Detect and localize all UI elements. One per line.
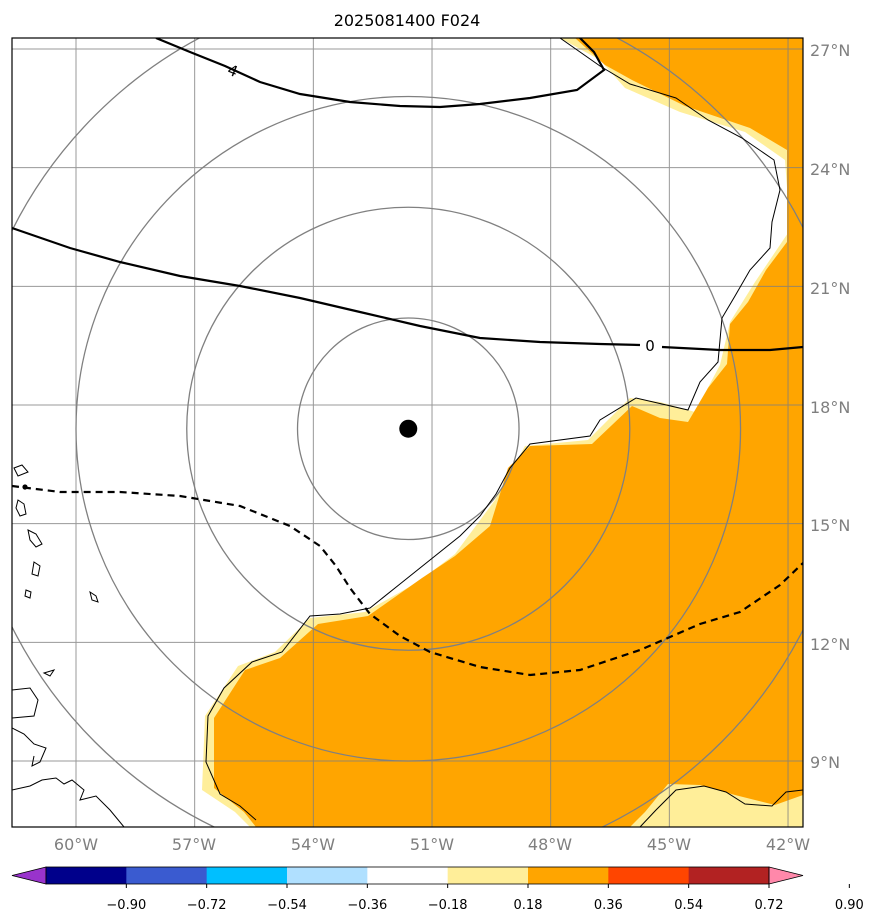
colorbar-frame [45,866,770,885]
storm-center-marker [399,419,418,438]
colorbar-extend-low [11,866,47,885]
colorbar-tick-label: −0.72 [187,898,227,913]
colorbar-segment [46,867,127,884]
colorbar-tick-label: 0.90 [835,898,864,913]
island-6 [89,590,99,603]
colorbar-tick-label: 0.54 [674,898,703,913]
contours [12,38,803,677]
island-8 [12,687,39,719]
contour-0-cont [661,345,803,352]
contour-label-0: 0 [645,337,655,355]
figure-title: 2025081400 F024 [334,11,481,30]
lat-tick-label: 24°N [810,160,850,179]
colorbar-segment [447,867,529,884]
island-2 [15,499,27,517]
colorbar: −0.90 −0.72 −0.54 −0.36 −0.18 0.18 0.36 0.54 0.7… [11,866,864,913]
lon-tick-label: 54°W [291,835,335,854]
lon-tick-label: 42°W [766,835,810,854]
lon-tick-label: 45°W [647,835,691,854]
colorbar-tick-label: −0.18 [428,898,468,913]
lat-tick-label: 21°N [810,279,850,298]
colorbar-segment [367,867,449,884]
colorbar-tick-label: −0.54 [267,898,307,913]
colorbar-segment [126,867,208,884]
island-9 [12,727,47,767]
anomaly-fill-main [214,38,803,827]
coastlines [12,38,803,827]
lat-tick-label: 9°N [810,753,840,772]
colorbar-segment [287,867,368,884]
lat-tick-label: 12°N [810,635,850,654]
lon-tick-label: 51°W [410,835,454,854]
colorbar-tick-label: −0.90 [106,898,146,913]
lat-tick-label: 15°N [810,516,850,535]
range-rings [12,38,803,827]
contour-0 [12,226,641,347]
contour-dashed-north [12,484,803,677]
colorbar-segment [608,867,690,884]
coastline-southwest [12,777,125,827]
contour-endpoint [22,484,28,490]
lat-tick-label: 27°N [810,41,850,60]
lon-tick-label: 48°W [528,835,572,854]
lon-tick-label: 60°W [54,835,98,854]
island-1 [13,464,29,477]
colorbar-tick-label: 0.36 [594,898,623,913]
lon-tick-labels: 60°W 57°W 54°W 51°W 48°W 45°W 42°W [54,835,810,854]
range-ring [75,95,742,762]
coastline-southeast [639,785,803,827]
gridlines [12,38,803,827]
lon-tick-label: 57°W [172,835,216,854]
colorbar-tick-label: 0.72 [755,898,784,913]
colorbar-segment [528,867,609,884]
range-ring [186,206,631,651]
colorbar-extend-high [768,866,804,885]
island-4 [31,561,41,577]
island-7 [42,669,56,677]
range-ring [296,317,520,541]
colorbar-segment [688,867,770,884]
lat-tick-label: 18°N [810,398,850,417]
contour-4 [155,38,606,109]
coastline-east [205,38,781,821]
colorbar-tick-label: −0.36 [347,898,387,913]
colorbar-segment [206,867,288,884]
map-frame [11,37,804,828]
lat-tick-labels: 27°N 24°N 21°N 18°N 15°N 12°N 9°N [810,41,850,772]
island-5 [24,589,32,599]
colorbar-tick-label: 0.18 [514,898,543,913]
island-3 [27,529,43,548]
map-panel: 4 0 [11,37,804,828]
